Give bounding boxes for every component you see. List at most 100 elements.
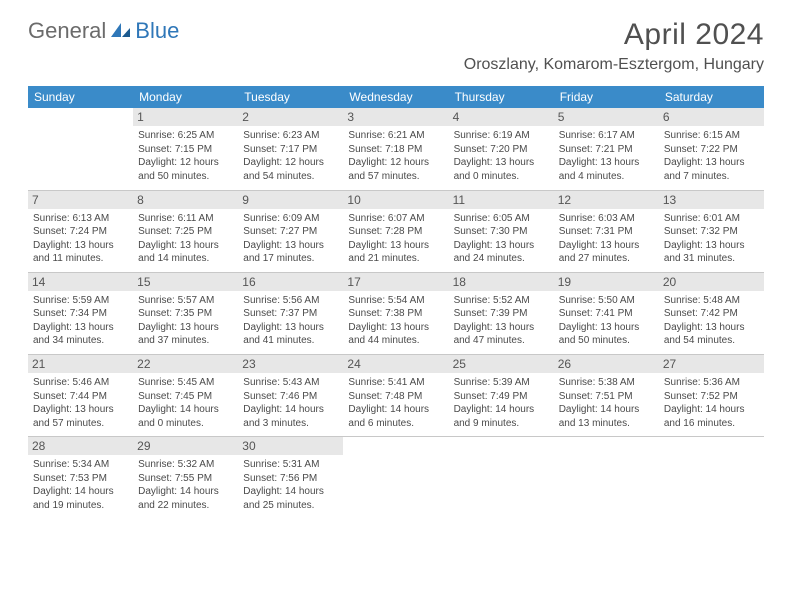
- day-info: Sunrise: 6:09 AMSunset: 7:27 PMDaylight:…: [243, 212, 338, 266]
- logo-sail-icon: [110, 22, 132, 40]
- day-number: 10: [343, 191, 448, 209]
- day-info: Sunrise: 6:19 AMSunset: 7:20 PMDaylight:…: [454, 129, 549, 183]
- day-number: 28: [28, 437, 133, 455]
- day-info: Sunrise: 5:41 AMSunset: 7:48 PMDaylight:…: [348, 376, 443, 430]
- day-info: Sunrise: 5:46 AMSunset: 7:44 PMDaylight:…: [33, 376, 128, 430]
- calendar-cell: 13 Sunrise: 6:01 AMSunset: 7:32 PMDayligh…: [659, 190, 764, 272]
- day-number: 30: [238, 437, 343, 455]
- calendar-cell: 28 Sunrise: 5:34 AMSunset: 7:53 PMDayligh…: [28, 437, 133, 519]
- location: Oroszlany, Komarom-Esztergom, Hungary: [464, 56, 764, 74]
- day-number: 17: [343, 273, 448, 291]
- day-info: Sunrise: 6:21 AMSunset: 7:18 PMDaylight:…: [348, 129, 443, 183]
- calendar-cell: 15 Sunrise: 5:57 AMSunset: 7:35 PMDayligh…: [133, 272, 238, 354]
- day-info: Sunrise: 6:23 AMSunset: 7:17 PMDaylight:…: [243, 129, 338, 183]
- day-number: 8: [133, 191, 238, 209]
- calendar-cell: 23 Sunrise: 5:43 AMSunset: 7:46 PMDayligh…: [238, 354, 343, 436]
- day-number: 1: [133, 108, 238, 126]
- day-info: Sunrise: 5:38 AMSunset: 7:51 PMDaylight:…: [559, 376, 654, 430]
- day-info: Sunrise: 6:15 AMSunset: 7:22 PMDaylight:…: [664, 129, 759, 183]
- calendar-cell: 27Sunrise: 5:36 AMSunset: 7:52 PMDayligh…: [659, 354, 764, 436]
- calendar-cell: 14Sunrise: 5:59 AMSunset: 7:34 PMDayligh…: [28, 272, 133, 354]
- day-number: 12: [554, 191, 659, 209]
- day-number: 9: [238, 191, 343, 209]
- weekday-header: Friday: [554, 86, 659, 108]
- day-info: Sunrise: 6:11 AMSunset: 7:25 PMDaylight:…: [138, 212, 233, 266]
- day-number: 6: [659, 108, 764, 126]
- calendar-cell: 25 Sunrise: 5:39 AMSunset: 7:49 PMDayligh…: [449, 354, 554, 436]
- calendar-cell: 21 Sunrise: 5:46 AMSunset: 7:44 PMDayligh…: [28, 354, 133, 436]
- calendar-cell: 8 Sunrise: 6:11 AMSunset: 7:25 PMDaylight…: [133, 190, 238, 272]
- calendar-head: SundayMondayTuesdayWednesdayThursdayFrid…: [28, 86, 764, 108]
- calendar-cell: 16 Sunrise: 5:56 AMSunset: 7:37 PMDayligh…: [238, 272, 343, 354]
- calendar-cell: 11 Sunrise: 6:05 AMSunset: 7:30 PMDayligh…: [449, 190, 554, 272]
- day-info: Sunrise: 5:45 AMSunset: 7:45 PMDaylight:…: [138, 376, 233, 430]
- calendar-body: 1 Sunrise: 6:25 AMSunset: 7:15 PMDaylight…: [28, 108, 764, 519]
- day-info: Sunrise: 6:03 AMSunset: 7:31 PMDaylight:…: [559, 212, 654, 266]
- day-number: 19: [554, 273, 659, 291]
- calendar-cell: 2 Sunrise: 6:23 AMSunset: 7:17 PMDaylight…: [238, 108, 343, 190]
- day-info: Sunrise: 6:25 AMSunset: 7:15 PMDaylight:…: [138, 129, 233, 183]
- calendar-table: SundayMondayTuesdayWednesdayThursdayFrid…: [28, 86, 764, 519]
- calendar-cell: [343, 437, 448, 519]
- calendar-cell: 4 Sunrise: 6:19 AMSunset: 7:20 PMDaylight…: [449, 108, 554, 190]
- day-info: Sunrise: 5:56 AMSunset: 7:37 PMDaylight:…: [243, 294, 338, 348]
- calendar-cell: [554, 437, 659, 519]
- day-number: 27: [659, 355, 764, 373]
- day-number: 5: [554, 108, 659, 126]
- day-number: 23: [238, 355, 343, 373]
- day-info: Sunrise: 5:39 AMSunset: 7:49 PMDaylight:…: [454, 376, 549, 430]
- day-info: Sunrise: 5:54 AMSunset: 7:38 PMDaylight:…: [348, 294, 443, 348]
- day-number: 20: [659, 273, 764, 291]
- weekday-header: Thursday: [449, 86, 554, 108]
- calendar-cell: 3 Sunrise: 6:21 AMSunset: 7:18 PMDaylight…: [343, 108, 448, 190]
- day-number: 3: [343, 108, 448, 126]
- calendar-cell: 19Sunrise: 5:50 AMSunset: 7:41 PMDayligh…: [554, 272, 659, 354]
- day-number: 22: [133, 355, 238, 373]
- day-number: 13: [659, 191, 764, 209]
- weekday-header: Monday: [133, 86, 238, 108]
- day-info: Sunrise: 5:34 AMSunset: 7:53 PMDaylight:…: [33, 458, 128, 512]
- calendar-cell: 24 Sunrise: 5:41 AMSunset: 7:48 PMDayligh…: [343, 354, 448, 436]
- weekday-header: Sunday: [28, 86, 133, 108]
- weekday-header: Wednesday: [343, 86, 448, 108]
- day-info: Sunrise: 5:43 AMSunset: 7:46 PMDaylight:…: [243, 376, 338, 430]
- day-number: 16: [238, 273, 343, 291]
- calendar-cell: 7Sunrise: 6:13 AMSunset: 7:24 PMDaylight…: [28, 190, 133, 272]
- day-number: 11: [449, 191, 554, 209]
- day-number: 26: [554, 355, 659, 373]
- day-number: 25: [449, 355, 554, 373]
- day-info: Sunrise: 6:17 AMSunset: 7:21 PMDaylight:…: [559, 129, 654, 183]
- day-info: Sunrise: 6:05 AMSunset: 7:30 PMDaylight:…: [454, 212, 549, 266]
- calendar-cell: 26 Sunrise: 5:38 AMSunset: 7:51 PMDayligh…: [554, 354, 659, 436]
- calendar-cell: 29Sunrise: 5:32 AMSunset: 7:55 PMDayligh…: [133, 437, 238, 519]
- calendar-cell: 30 Sunrise: 5:31 AMSunset: 7:56 PMDayligh…: [238, 437, 343, 519]
- day-number: 21: [28, 355, 133, 373]
- calendar-cell: 17 Sunrise: 5:54 AMSunset: 7:38 PMDayligh…: [343, 272, 448, 354]
- title-block: April 2024 Oroszlany, Komarom-Esztergom,…: [464, 18, 764, 74]
- weekday-header: Saturday: [659, 86, 764, 108]
- calendar-cell: 22 Sunrise: 5:45 AMSunset: 7:45 PMDayligh…: [133, 354, 238, 436]
- weekday-header: Tuesday: [238, 86, 343, 108]
- day-info: Sunrise: 5:31 AMSunset: 7:56 PMDaylight:…: [243, 458, 338, 512]
- calendar-cell: 12 Sunrise: 6:03 AMSunset: 7:31 PMDayligh…: [554, 190, 659, 272]
- day-number: 7: [28, 191, 133, 209]
- month-title: April 2024: [464, 18, 764, 52]
- day-number: 4: [449, 108, 554, 126]
- day-number: 2: [238, 108, 343, 126]
- day-info: Sunrise: 6:01 AMSunset: 7:32 PMDaylight:…: [664, 212, 759, 266]
- day-info: Sunrise: 5:48 AMSunset: 7:42 PMDaylight:…: [664, 294, 759, 348]
- day-number: 14: [28, 273, 133, 291]
- day-info: Sunrise: 5:57 AMSunset: 7:35 PMDaylight:…: [138, 294, 233, 348]
- day-number: 15: [133, 273, 238, 291]
- day-number: 24: [343, 355, 448, 373]
- day-info: Sunrise: 5:32 AMSunset: 7:55 PMDaylight:…: [138, 458, 233, 512]
- header: General Blue April 2024 Oroszlany, Komar…: [0, 0, 792, 80]
- calendar-cell: [659, 437, 764, 519]
- calendar-cell: [28, 108, 133, 190]
- calendar-cell: 18Sunrise: 5:52 AMSunset: 7:39 PMDayligh…: [449, 272, 554, 354]
- calendar-cell: [449, 437, 554, 519]
- day-number: 18: [449, 273, 554, 291]
- calendar-cell: 20 Sunrise: 5:48 AMSunset: 7:42 PMDayligh…: [659, 272, 764, 354]
- calendar-cell: 9 Sunrise: 6:09 AMSunset: 7:27 PMDaylight…: [238, 190, 343, 272]
- logo-text-general: General: [28, 18, 106, 44]
